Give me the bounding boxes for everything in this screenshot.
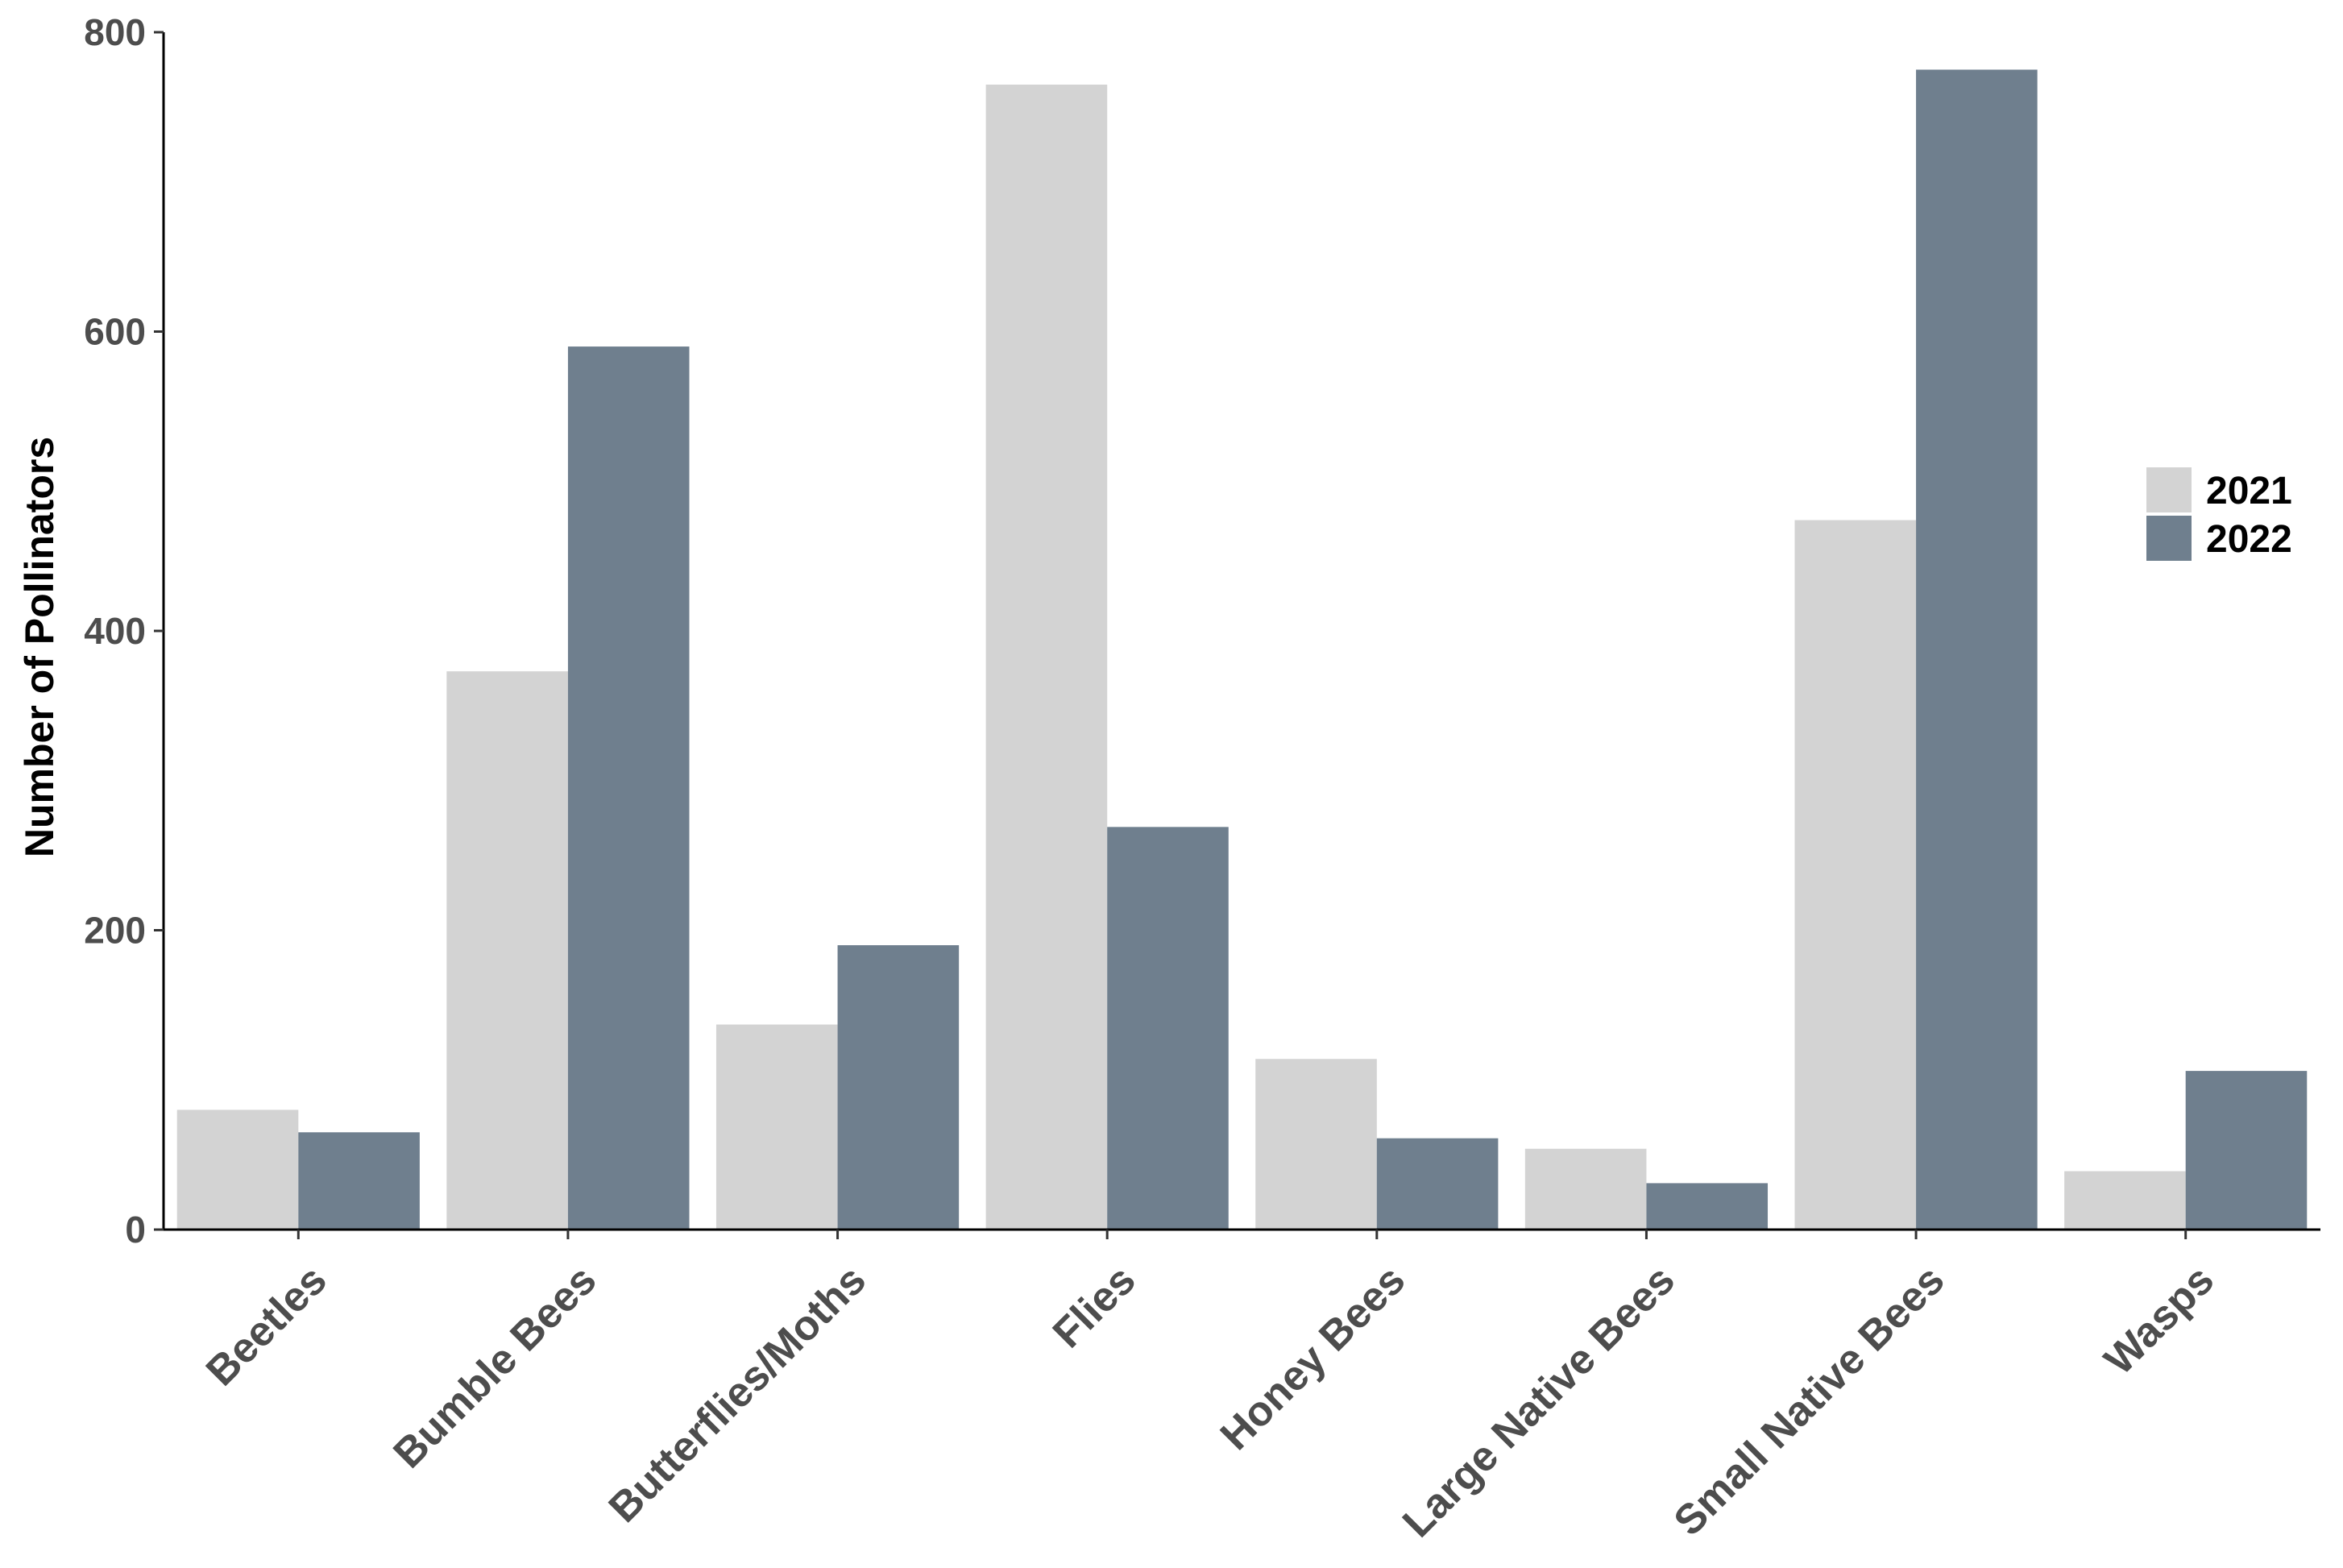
x-tick-label: Large Native Bees <box>1394 1256 1684 1546</box>
bar-2022-1 <box>567 346 690 1230</box>
legend-label-2022: 2022 <box>2206 518 2292 561</box>
bar-2021-6 <box>1794 520 1917 1230</box>
bar-2021-2 <box>715 1024 838 1230</box>
bar-2021-1 <box>446 671 568 1230</box>
bar-2021-3 <box>985 85 1108 1230</box>
bar-2022-7 <box>2185 1071 2308 1230</box>
bar-2021-7 <box>2064 1171 2186 1230</box>
x-tick-label: Flies <box>1044 1256 1145 1357</box>
x-tick-label: Small Native Bees <box>1665 1256 1954 1545</box>
y-tick-label: 400 <box>84 610 146 652</box>
bar-2022-0 <box>298 1132 420 1230</box>
y-axis-title: Number of Pollinators <box>17 437 62 857</box>
bar-2021-5 <box>1524 1148 1647 1230</box>
x-tick-label: Bumble Bees <box>384 1256 605 1477</box>
bar-2022-5 <box>1646 1183 1769 1230</box>
legend-key-2022 <box>2146 516 2192 561</box>
bars-group <box>176 69 2308 1230</box>
bar-2022-2 <box>837 945 960 1230</box>
y-axis-ticks: 0 200 400 600 800 <box>84 11 164 1251</box>
y-tick-label: 800 <box>84 11 146 53</box>
bar-2022-3 <box>1107 827 1229 1230</box>
plot-area: 0 200 400 600 800 Beetles Bumble BeesButterfl… <box>84 11 2320 1546</box>
x-tick-label: Honey Bees <box>1212 1256 1415 1459</box>
bar-2021-4 <box>1255 1059 1377 1230</box>
y-tick-label: 200 <box>84 910 146 952</box>
legend-label-2021: 2021 <box>2206 470 2292 512</box>
x-tick-label: Beetles <box>197 1256 336 1395</box>
legend-key-2021 <box>2146 467 2192 512</box>
bar-2022-6 <box>1916 69 2038 1230</box>
bar-2021-0 <box>176 1110 299 1230</box>
legend: 2021 2022 <box>2146 467 2292 561</box>
x-tick-label: Wasps <box>2096 1256 2223 1383</box>
x-tick-label: Butterflies/Moths <box>600 1256 875 1531</box>
y-tick-label: 0 <box>125 1209 146 1251</box>
y-tick-label: 600 <box>84 311 146 353</box>
bar-2022-4 <box>1376 1138 1499 1230</box>
